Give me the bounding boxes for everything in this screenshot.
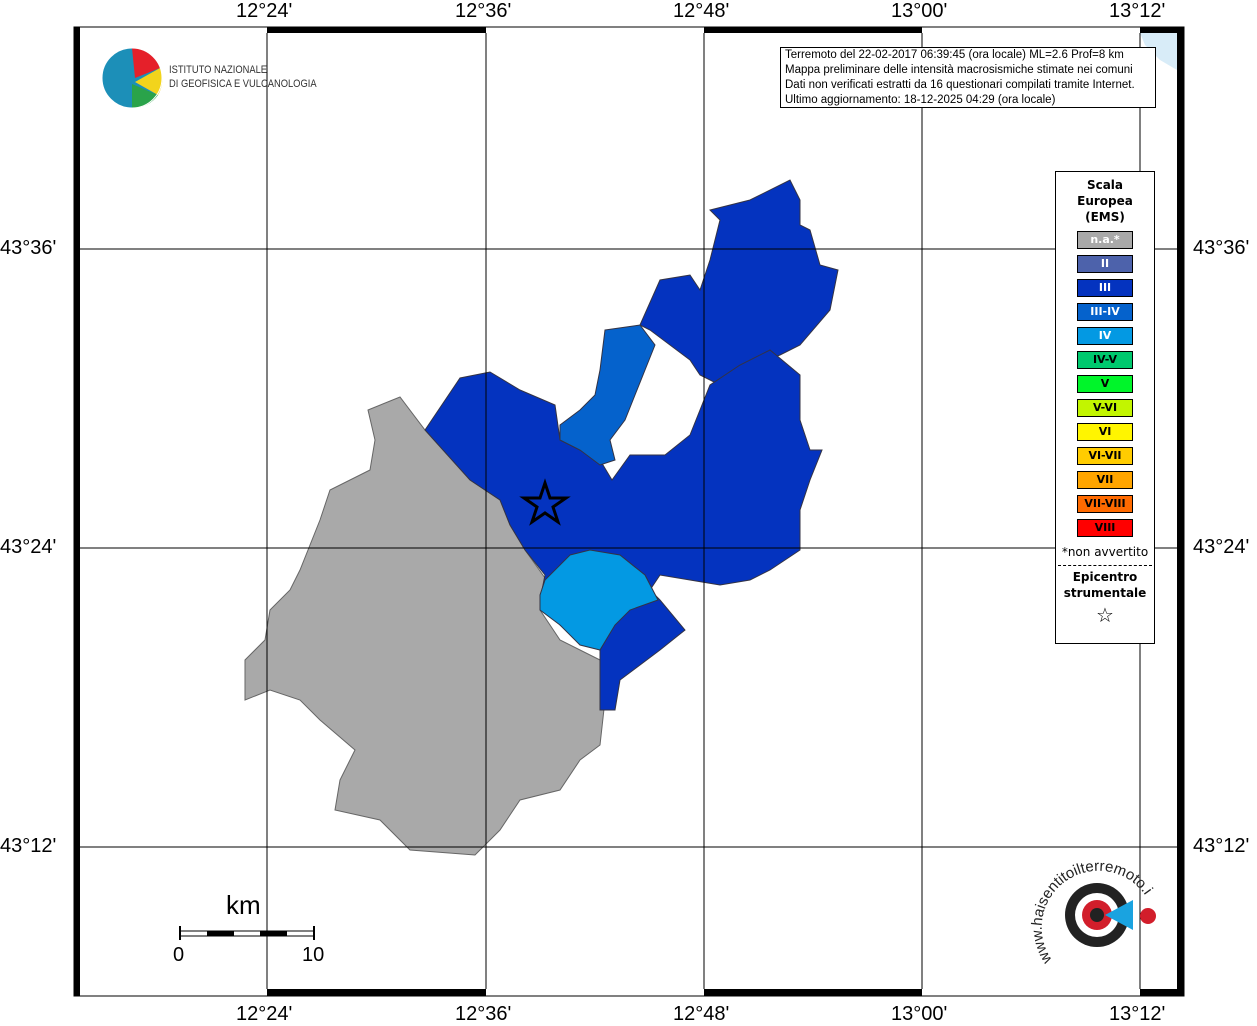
legend-swatch: V-VI bbox=[1077, 399, 1133, 417]
legend-swatch: VIII bbox=[1077, 519, 1133, 537]
region-iii-north[interactable] bbox=[639, 179, 839, 386]
legend-swatch: n.a.* bbox=[1077, 231, 1133, 249]
lon-tick-top: 12°24' bbox=[236, 0, 293, 22]
map-frame bbox=[74, 27, 1184, 996]
legend-swatch: VII-VIII bbox=[1077, 495, 1133, 513]
info-line: Ultimo aggiornamento: 18-12-2025 04:29 (… bbox=[785, 94, 1056, 106]
info-line: Mappa preliminare delle intensità macros… bbox=[785, 64, 1133, 76]
legend-swatch: III-IV bbox=[1077, 303, 1133, 321]
scale-max: 10 bbox=[302, 944, 325, 966]
lat-tick-left: 43°24' bbox=[0, 536, 57, 558]
lon-tick-bottom: 13°00' bbox=[891, 1003, 948, 1025]
info-line: Dati non verificati estratti da 16 quest… bbox=[785, 79, 1135, 91]
scale-min: 0 bbox=[173, 944, 185, 966]
region-iii-iv[interactable] bbox=[559, 324, 656, 466]
lat-tick-left: 43°36' bbox=[0, 237, 57, 259]
lat-tick-left: 43°12' bbox=[0, 835, 57, 857]
epicenter-star-icon[interactable] bbox=[519, 478, 571, 526]
scale-bar bbox=[179, 926, 315, 940]
legend-swatch: III bbox=[1077, 279, 1133, 297]
legend-swatch: VI-VII bbox=[1077, 447, 1133, 465]
lon-tick-top: 12°48' bbox=[673, 0, 730, 22]
lon-tick-bottom: 12°48' bbox=[673, 1003, 730, 1025]
lon-tick-top: 13°12' bbox=[1109, 0, 1166, 22]
legend-swatch: VI bbox=[1077, 423, 1133, 441]
legend-swatch: II bbox=[1077, 255, 1133, 273]
lat-tick-right: 43°36' bbox=[1193, 237, 1250, 259]
legend-note: *non avvertito bbox=[1061, 545, 1149, 559]
sea-area bbox=[1140, 33, 1177, 70]
legend-divider bbox=[1058, 565, 1152, 566]
info-line: Terremoto del 22-02-2017 06:39:45 (ora l… bbox=[785, 49, 1124, 61]
lon-tick-top: 13°00' bbox=[891, 0, 948, 22]
legend-swatch: VII bbox=[1077, 471, 1133, 489]
legend-title: Scala Europea (EMS) bbox=[1077, 178, 1133, 224]
ingv-logo-text: ISTITUTO NAZIONALE DI GEOFISICA E VULCANO… bbox=[169, 64, 317, 90]
legend-swatch: V bbox=[1077, 375, 1133, 393]
lon-tick-bottom: 13°12' bbox=[1109, 1003, 1166, 1025]
lat-tick-right: 43°12' bbox=[1193, 835, 1250, 857]
lon-tick-bottom: 12°24' bbox=[236, 1003, 293, 1025]
ingv-logo bbox=[101, 47, 163, 109]
region-iv[interactable] bbox=[539, 549, 659, 651]
legend-swatch: IV-V bbox=[1077, 351, 1133, 369]
lon-tick-bottom: 12°36' bbox=[455, 1003, 512, 1025]
ems-legend: Scala Europea (EMS) n.a.* II III III-IV IV IV-V… bbox=[1055, 171, 1155, 644]
legend-epicenter-label: Epicentro strumentale bbox=[1063, 570, 1147, 600]
legend-swatch: IV bbox=[1077, 327, 1133, 345]
scale-unit: km bbox=[226, 890, 261, 920]
lat-tick-right: 43°24' bbox=[1193, 536, 1250, 558]
lon-tick-top: 12°36' bbox=[455, 0, 512, 22]
star-icon: ☆ bbox=[1096, 603, 1114, 627]
event-info-box: Terremoto del 22-02-2017 06:39:45 (ora l… bbox=[780, 47, 1156, 108]
